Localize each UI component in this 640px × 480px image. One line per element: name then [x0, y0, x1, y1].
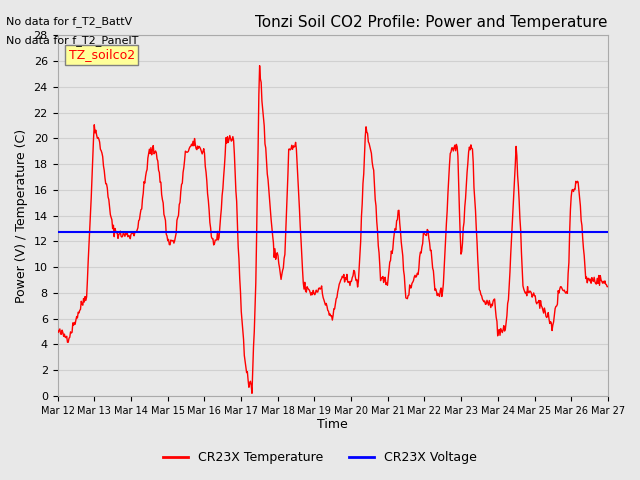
Text: Tonzi Soil CO2 Profile: Power and Temperature: Tonzi Soil CO2 Profile: Power and Temper…	[255, 15, 608, 30]
Text: No data for f_T2_BattV: No data for f_T2_BattV	[6, 16, 132, 27]
Text: No data for f_T2_PanelT: No data for f_T2_PanelT	[6, 35, 139, 46]
X-axis label: Time: Time	[317, 419, 348, 432]
Y-axis label: Power (V) / Temperature (C): Power (V) / Temperature (C)	[15, 129, 28, 303]
Legend: CR23X Temperature, CR23X Voltage: CR23X Temperature, CR23X Voltage	[159, 446, 481, 469]
Text: TZ_soilco2: TZ_soilco2	[68, 48, 134, 61]
